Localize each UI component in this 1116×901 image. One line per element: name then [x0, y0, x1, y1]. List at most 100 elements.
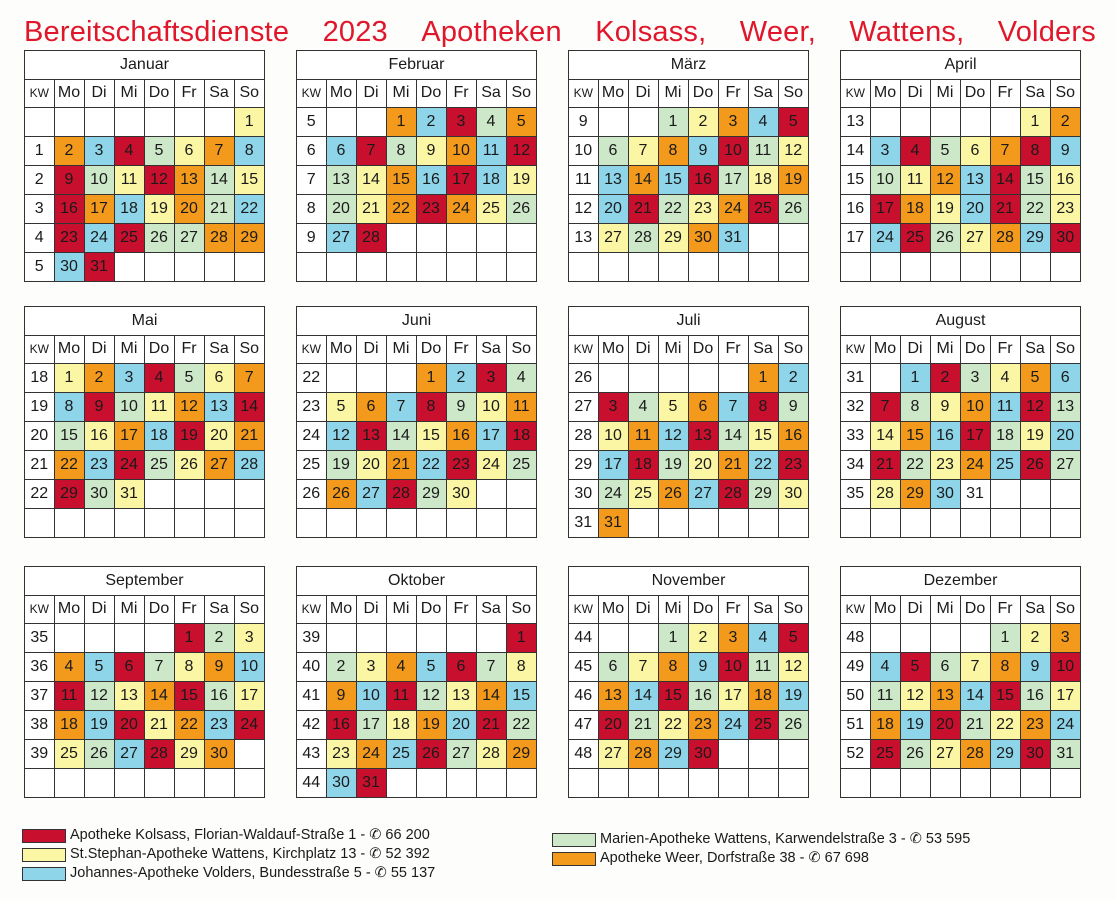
- empty-cell: [233, 507, 264, 537]
- week-number: 28: [569, 420, 599, 451]
- day-cell: 2: [325, 651, 357, 682]
- weekday-header: Mi: [657, 336, 689, 364]
- week-row: 10 6 7 8 9 10 11 12: [569, 135, 808, 166]
- week-row: 35 1 2 3: [25, 622, 264, 653]
- day-cell: 24: [113, 449, 145, 480]
- week-number: 45: [569, 651, 599, 682]
- week-number: 29: [569, 449, 599, 480]
- day-cell: 21: [475, 709, 507, 740]
- day-cell: 1: [899, 362, 931, 393]
- legend-item: St.Stephan-Apotheke Wattens, Kirchplatz …: [22, 845, 435, 864]
- day-cell: 30: [1049, 222, 1080, 253]
- week-row: 22 29 30 31: [25, 478, 264, 509]
- day-cell: 26: [657, 478, 689, 509]
- empty-cell: [325, 622, 357, 653]
- day-cell: 8: [505, 651, 536, 682]
- week-row: [841, 507, 1080, 537]
- weekday-header: Sa: [747, 336, 779, 364]
- week-row: 51 18 19 20 21 22 23 24: [841, 709, 1080, 740]
- day-cell: 7: [233, 362, 264, 393]
- month-august: August KW Mo Di Mi Do Fr Sa So 31 1 2 3 4 5 6 32 7 8 9 10 11 1…: [840, 306, 1081, 538]
- month-name: September: [25, 567, 264, 596]
- empty-cell: [83, 507, 115, 537]
- day-cell: 18: [899, 193, 931, 224]
- day-cell: 30: [83, 478, 115, 509]
- legend-text: Johannes-Apotheke Volders, Bundesstraße …: [70, 865, 436, 881]
- week-row: 8 20 21 22 23 24 25 26: [297, 193, 536, 224]
- day-cell: 12: [325, 420, 357, 451]
- day-cell: 4: [899, 135, 931, 166]
- week-row: 3 16 17 18 19 20 21 22: [25, 193, 264, 224]
- day-cell: 17: [1049, 680, 1080, 711]
- legend-text: St.Stephan-Apotheke Wattens, Kirchplatz …: [70, 846, 430, 862]
- weekday-header: So: [505, 596, 536, 624]
- empty-cell: [959, 106, 991, 137]
- empty-cell: [959, 251, 991, 281]
- day-cell: 4: [475, 106, 507, 137]
- day-cell: 5: [415, 651, 447, 682]
- weekday-header: Fr: [445, 596, 477, 624]
- day-cell: 1: [1019, 106, 1051, 137]
- day-cell: 16: [687, 164, 719, 195]
- week-row: 22 1 2 3 4: [297, 362, 536, 393]
- day-cell: 1: [747, 362, 779, 393]
- empty-cell: [445, 622, 477, 653]
- day-cell: 24: [83, 222, 115, 253]
- day-cell: 12: [505, 135, 536, 166]
- day-cell: 6: [445, 651, 477, 682]
- week-row: 32 7 8 9 10 11 12 13: [841, 391, 1080, 422]
- day-cell: 4: [627, 391, 659, 422]
- day-cell: 30: [687, 738, 719, 769]
- day-cell: 2: [53, 135, 85, 166]
- day-cell: 16: [83, 420, 115, 451]
- day-cell: 23: [325, 738, 357, 769]
- day-cell: 16: [445, 420, 477, 451]
- empty-cell: [355, 106, 387, 137]
- weekday-header: Mo: [325, 596, 357, 624]
- empty-cell: [989, 106, 1021, 137]
- day-cell: 3: [959, 362, 991, 393]
- weekday-header: Mi: [113, 336, 145, 364]
- weekday-header: Do: [415, 336, 447, 364]
- month-name: Januar: [25, 51, 264, 80]
- week-number: 42: [297, 709, 327, 740]
- week-row: [25, 767, 264, 797]
- weekday-header: Mi: [385, 80, 417, 108]
- week-number: 32: [841, 391, 871, 422]
- weekday-header: Fr: [989, 336, 1021, 364]
- month-name: Juni: [297, 307, 536, 336]
- day-cell: 18: [113, 193, 145, 224]
- day-cell: 3: [355, 651, 387, 682]
- legend-right: Marien-Apotheke Wattens, Karwendelstraße…: [552, 830, 970, 868]
- kw-header: KW: [569, 336, 599, 364]
- day-cell: 14: [627, 164, 659, 195]
- weekday-header: Di: [627, 80, 659, 108]
- day-cell: 9: [1019, 651, 1051, 682]
- weekday-header: Di: [355, 80, 387, 108]
- week-row: 35 28 29 30 31: [841, 478, 1080, 509]
- day-cell: 21: [989, 193, 1021, 224]
- day-cell: 9: [687, 651, 719, 682]
- day-cell: 24: [445, 193, 477, 224]
- empty-cell: [505, 507, 536, 537]
- empty-cell: [657, 767, 689, 797]
- day-cell: 4: [747, 622, 779, 653]
- day-cell: 27: [173, 222, 205, 253]
- month-name: März: [569, 51, 808, 80]
- day-cell: 2: [445, 362, 477, 393]
- day-cell: 10: [233, 651, 264, 682]
- title-part: Weer,: [739, 15, 817, 48]
- empty-cell: [777, 251, 808, 281]
- week-row: 12 20 21 22 23 24 25 26: [569, 193, 808, 224]
- day-cell: 5: [505, 106, 536, 137]
- day-cell: 21: [203, 193, 235, 224]
- day-cell: 26: [325, 478, 357, 509]
- day-cell: 6: [325, 135, 357, 166]
- week-row: 24 12 13 14 15 16 17 18: [297, 420, 536, 451]
- weekday-header: Do: [143, 80, 175, 108]
- month-name: Mai: [25, 307, 264, 336]
- title-part: Wattens,: [849, 15, 965, 48]
- empty-cell: [869, 767, 901, 797]
- day-cell: 19: [505, 164, 536, 195]
